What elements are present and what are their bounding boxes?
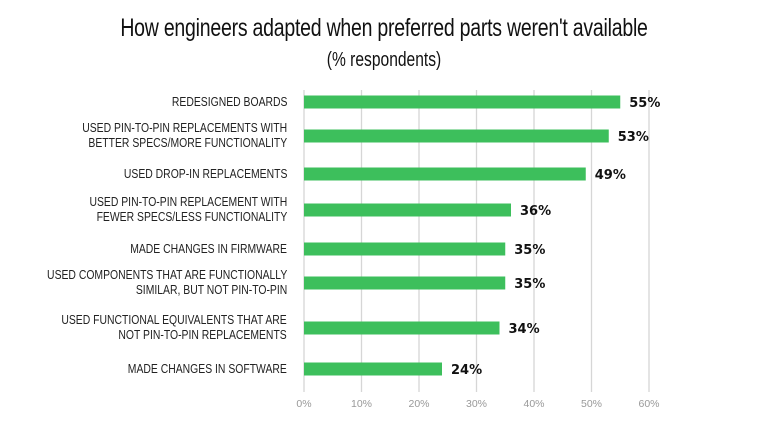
data-label: 36%	[520, 204, 551, 219]
x-tick-label: 10%	[351, 398, 372, 410]
category-label-line: USED FUNCTIONAL EQUIVALENTS THAT ARE	[61, 312, 287, 327]
category-label-line: BETTER SPECS/MORE FUNCTIONALITY	[88, 135, 288, 150]
category-label: REDESIGNED BOARDS	[171, 94, 287, 109]
category-label: USED COMPONENTS THAT ARE FUNCTIONALLY SIM…	[47, 267, 287, 297]
category-label-line: MADE CHANGES IN SOFTWARE	[127, 360, 287, 376]
data-label: 34%	[509, 322, 540, 337]
category-label-line: USED PIN-TO-PIN REPLACEMENTS WITH	[82, 120, 287, 135]
category-label: MADE CHANGES IN FIRMWARE	[130, 241, 287, 256]
x-tick-label: 60%	[638, 398, 659, 410]
category-label-line: REDESIGNED BOARDS	[171, 93, 287, 109]
bar	[304, 95, 621, 109]
bar	[304, 203, 511, 217]
data-label: 53%	[618, 130, 649, 145]
category-label: USED PIN-TO-PIN REPLACEMENT WITH FEWER SP…	[89, 194, 287, 224]
category-label-line: USED COMPONENTS THAT ARE FUNCTIONALLY	[46, 267, 287, 282]
x-tick-label: 50%	[581, 398, 602, 410]
category-label: USED PIN-TO-PIN REPLACEMENTS WITH BETTER …	[82, 120, 287, 150]
data-label: 35%	[514, 277, 545, 292]
data-label: 35%	[514, 243, 545, 258]
category-label: USED FUNCTIONAL EQUIVALENTS THAT ARE NOT …	[62, 312, 287, 342]
category-label: MADE CHANGES IN SOFTWARE	[128, 361, 287, 376]
category-label-line: NOT PIN-TO-PIN REPLACEMENTS	[118, 327, 287, 342]
x-tick-label: 0%	[296, 398, 311, 410]
x-tick-label: 40%	[523, 398, 544, 410]
bar	[304, 242, 506, 256]
data-label: 49%	[595, 168, 626, 183]
x-tick-label: 30%	[466, 398, 487, 410]
category-label-line: USED PIN-TO-PIN REPLACEMENT WITH	[89, 194, 287, 209]
category-label-line: USED DROP-IN REPLACEMENTS	[123, 165, 287, 181]
category-label-line: MADE CHANGES IN FIRMWARE	[130, 240, 287, 256]
bar	[304, 362, 442, 376]
bar	[304, 276, 506, 290]
bar	[304, 321, 500, 335]
data-label: 55%	[629, 96, 660, 111]
category-label-line: FEWER SPECS/LESS FUNCTIONALITY	[96, 209, 287, 224]
chart-title: How engineers adapted when preferred par…	[120, 14, 648, 42]
bar	[304, 129, 609, 143]
x-tick-label: 20%	[408, 398, 429, 410]
bar	[304, 167, 586, 181]
data-label: 24%	[451, 363, 482, 378]
category-label: USED DROP-IN REPLACEMENTS	[123, 166, 287, 181]
category-label-line: SIMILAR, BUT NOT PIN-TO-PIN	[135, 282, 287, 297]
chart-subtitle: (% respondents)	[326, 49, 442, 71]
